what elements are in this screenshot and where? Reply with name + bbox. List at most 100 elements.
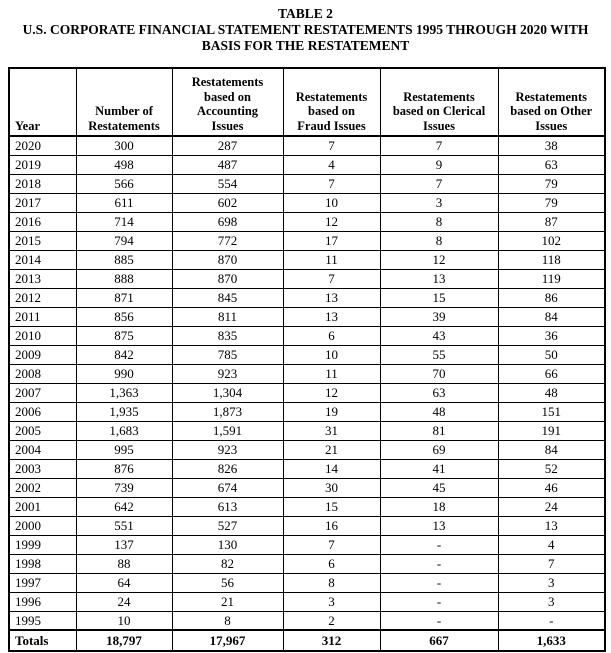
fraud-cell: 3 bbox=[282, 591, 381, 612]
accounting-cell: 527 bbox=[171, 515, 284, 536]
accounting-cell: 1,873 bbox=[171, 401, 284, 422]
year-cell: 2001 bbox=[8, 496, 77, 517]
clerical-cell: 18 bbox=[379, 496, 499, 517]
column-header-line: Restatements bbox=[515, 89, 587, 104]
accounting-cell: 811 bbox=[171, 306, 284, 327]
year-cell: 2009 bbox=[8, 344, 77, 365]
fraud-cell: 7 bbox=[282, 135, 381, 156]
column-header-line: Issues bbox=[423, 118, 455, 133]
clerical-cell: 43 bbox=[379, 325, 499, 346]
table-body: 2020 300 287 7 7 38 2019 498 487 4 9 63 2018 566 554 7 7… bbox=[8, 135, 606, 631]
accounting-cell: 82 bbox=[171, 553, 284, 574]
clerical-cell: 48 bbox=[379, 401, 499, 422]
fraud-cell: 13 bbox=[282, 306, 381, 327]
table-row: 1995 10 8 2- - bbox=[8, 610, 606, 631]
accounting-cell: 835 bbox=[171, 325, 284, 346]
year-cell: 2018 bbox=[8, 173, 77, 194]
year-cell: 2014 bbox=[8, 249, 77, 270]
other-cell: 63 bbox=[497, 154, 606, 175]
number-cell: 64 bbox=[75, 572, 173, 593]
number-cell: 995 bbox=[75, 439, 173, 460]
totals-label: Totals bbox=[8, 629, 77, 652]
column-header-line: based on bbox=[308, 104, 355, 118]
clerical-cell: 13 bbox=[379, 268, 499, 289]
table-row: 2002 739 674 30 45 46 bbox=[8, 477, 606, 498]
fraud-cell: 4 bbox=[282, 154, 381, 175]
fraud-cell: 6 bbox=[282, 325, 381, 346]
accounting-cell: 613 bbox=[171, 496, 284, 517]
number-cell: 642 bbox=[75, 496, 173, 517]
year-cell: 2004 bbox=[8, 439, 77, 460]
clerical-cell: - bbox=[379, 610, 499, 631]
year-cell: 2016 bbox=[8, 211, 77, 232]
number-cell: 551 bbox=[75, 515, 173, 536]
table-row: 2003 876 826 14 41 52 bbox=[8, 458, 606, 479]
accounting-cell: 772 bbox=[171, 230, 284, 251]
column-header-accounting: Restatements based on Accounting Issues bbox=[171, 67, 284, 137]
number-cell: 856 bbox=[75, 306, 173, 327]
other-cell: 24 bbox=[497, 496, 606, 517]
table-row: 2018 566 554 7 7 79 bbox=[8, 173, 606, 194]
clerical-cell: 63 bbox=[379, 382, 499, 403]
year-cell: 2007 bbox=[8, 382, 77, 403]
accounting-cell: 870 bbox=[171, 249, 284, 270]
number-cell: 1,683 bbox=[75, 420, 173, 441]
year-cell: 1995 bbox=[8, 610, 77, 631]
number-cell: 990 bbox=[75, 363, 173, 384]
table-row: 1998 88 82 6-7 bbox=[8, 553, 606, 574]
column-header-line: based on bbox=[204, 89, 251, 104]
table-row: 2009 842 785 10 55 50 bbox=[8, 344, 606, 365]
fraud-cell: 15 bbox=[282, 496, 381, 517]
other-cell: 48 bbox=[497, 382, 606, 403]
number-cell: 876 bbox=[75, 458, 173, 479]
number-cell: 739 bbox=[75, 477, 173, 498]
fraud-cell: 7 bbox=[282, 534, 381, 555]
year-cell: 2015 bbox=[8, 230, 77, 251]
fraud-cell: 2 bbox=[282, 610, 381, 631]
accounting-cell: 845 bbox=[171, 287, 284, 308]
fraud-cell: 14 bbox=[282, 458, 381, 479]
accounting-cell: 785 bbox=[171, 344, 284, 365]
clerical-cell: 13 bbox=[379, 515, 499, 536]
clerical-cell: 39 bbox=[379, 306, 499, 327]
fraud-cell: 30 bbox=[282, 477, 381, 498]
table-row: 2006 1,935 1,873 19 48 151 bbox=[8, 401, 606, 422]
table-row: 2016 714 698 12 8 87 bbox=[8, 211, 606, 232]
table-row: 2008 990 923 11 70 66 bbox=[8, 363, 606, 384]
other-cell: 4 bbox=[497, 534, 606, 555]
number-cell: 611 bbox=[75, 192, 173, 213]
accounting-cell: 1,591 bbox=[171, 420, 284, 441]
fraud-cell: 21 bbox=[282, 439, 381, 460]
year-cell: 2005 bbox=[8, 420, 77, 441]
other-cell: 151 bbox=[497, 401, 606, 422]
accounting-cell: 8 bbox=[171, 610, 284, 631]
column-header-line: Accounting bbox=[196, 104, 259, 118]
fraud-cell: 10 bbox=[282, 192, 381, 213]
fraud-cell: 12 bbox=[282, 382, 381, 403]
other-cell: 50 bbox=[497, 344, 606, 365]
number-cell: 10 bbox=[75, 610, 173, 631]
accounting-cell: 56 bbox=[171, 572, 284, 593]
other-cell: 66 bbox=[497, 363, 606, 384]
other-cell: 38 bbox=[497, 135, 606, 156]
year-cell: 2019 bbox=[8, 154, 77, 175]
number-cell: 137 bbox=[75, 534, 173, 555]
column-header-line: Issues bbox=[535, 118, 568, 133]
other-cell: - bbox=[497, 610, 606, 631]
year-cell: 2012 bbox=[8, 287, 77, 308]
number-cell: 842 bbox=[75, 344, 173, 365]
accounting-cell: 826 bbox=[171, 458, 284, 479]
accounting-cell: 21 bbox=[171, 591, 284, 612]
header-row: Year Number of Restatements Restatements bas… bbox=[8, 67, 606, 137]
column-header-line: Restatements bbox=[88, 118, 160, 133]
clerical-cell: - bbox=[379, 534, 499, 555]
table-title: TABLE 2 U.S. CORPORATE FINANCIAL STATEME… bbox=[0, 0, 611, 54]
title-line-2: U.S. CORPORATE FINANCIAL STATEMENT RESTA… bbox=[22, 22, 589, 37]
column-header-line: Fraud Issues bbox=[297, 118, 366, 133]
clerical-cell: 3 bbox=[379, 192, 499, 213]
number-cell: 794 bbox=[75, 230, 173, 251]
other-cell: 84 bbox=[497, 439, 606, 460]
accounting-cell: 487 bbox=[171, 154, 284, 175]
year-cell: 1998 bbox=[8, 553, 77, 574]
